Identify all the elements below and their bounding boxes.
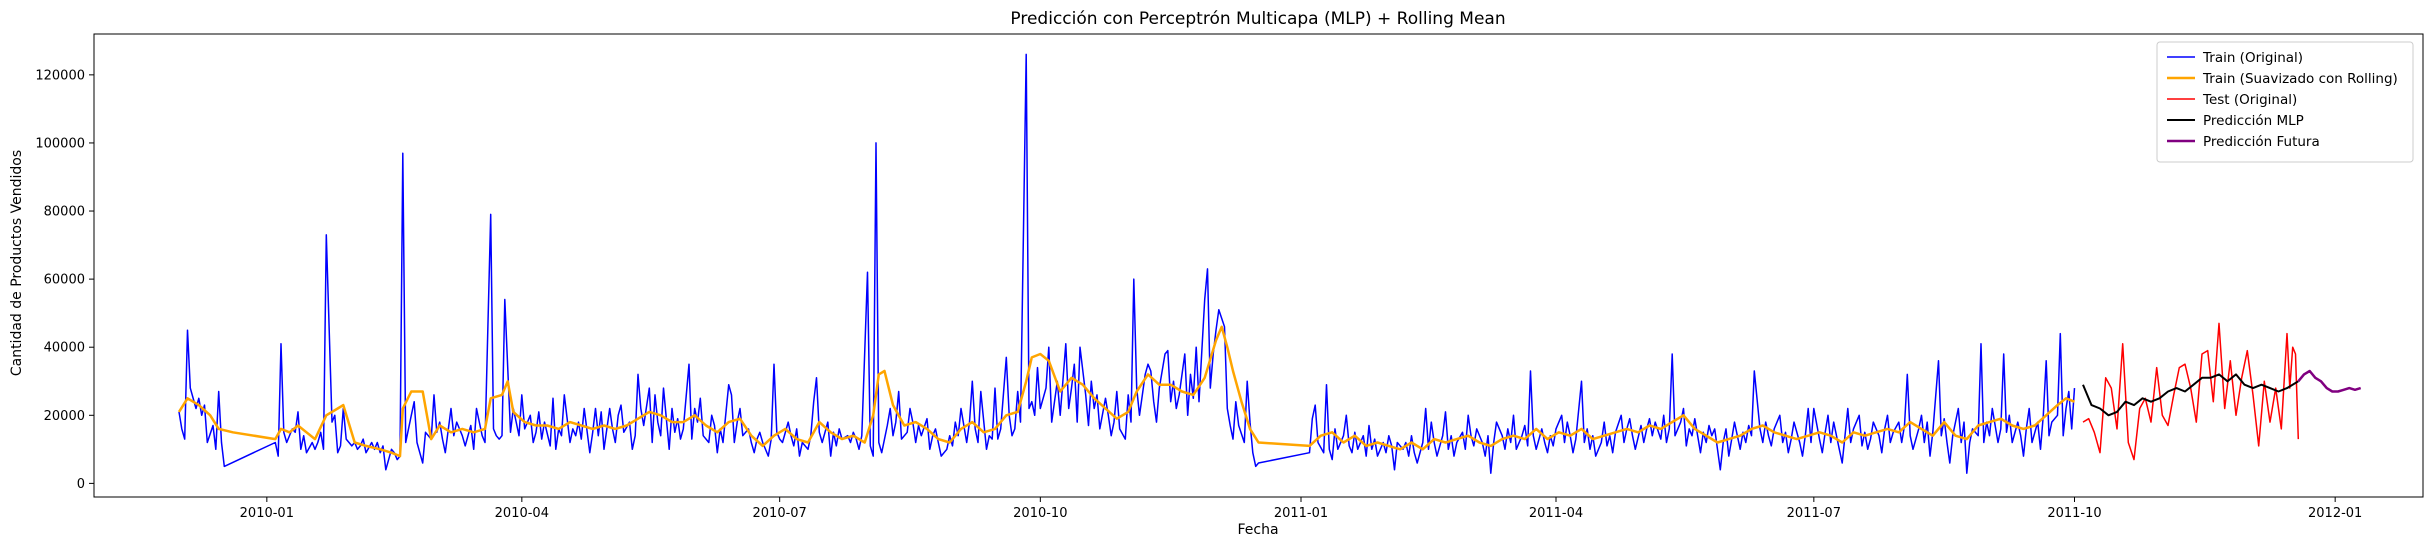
legend-entry-2: Test (Original) (2202, 92, 2297, 108)
legend-box (2156, 41, 2414, 163)
y-tick-label: 80000 (44, 205, 85, 220)
x-tick-label: 2011-01 (1274, 506, 1328, 521)
chart-title: Predicción con Perceptrón Multicapa (MLP… (1010, 9, 1505, 29)
series-line-3 (2082, 373, 2299, 417)
y-tick-label: 60000 (44, 273, 85, 288)
series-line-4 (2297, 369, 2362, 393)
y-tick-label: 0 (77, 477, 85, 492)
x-tick-label: 2011-04 (1529, 506, 1583, 521)
legend-entry-1: Train (Suavizado con Rolling) (2202, 71, 2398, 87)
legend: Train (Original) Train (Suavizado con Rol… (2156, 41, 2414, 163)
y-tick-label: 100000 (35, 136, 85, 151)
series-line-2 (2082, 322, 2300, 461)
plot-frame (93, 33, 2424, 498)
x-axis-label: Fecha (1237, 522, 1278, 538)
y-tick-label: 40000 (44, 341, 85, 356)
x-tick-label: 2011-07 (1787, 506, 1841, 521)
x-tick-label: 2012-01 (2308, 506, 2362, 521)
x-tick-label: 2010-01 (240, 506, 294, 521)
legend-entry-4: Predicción Futura (2203, 134, 2320, 150)
series-line-0 (178, 53, 2076, 474)
series-line-1 (177, 325, 2075, 458)
ticks-layer: 2010-01 2010-04 2010-07 2010-10 2011-01 2011-… (35, 68, 2362, 521)
x-tick-label: 2010-04 (495, 506, 549, 521)
x-tick-label: 2010-10 (1013, 506, 1067, 521)
legend-entry-0: Train (Original) (2202, 50, 2303, 66)
y-axis-label: Cantidad de Productos Vendidos (9, 150, 25, 376)
x-tick-label: 2011-10 (2047, 506, 2101, 521)
x-tick-label: 2010-07 (753, 506, 807, 521)
y-tick-label: 120000 (35, 68, 85, 83)
y-tick-label: 20000 (44, 409, 85, 424)
series-layer (177, 53, 2362, 474)
legend-entry-3: Predicción MLP (2203, 113, 2304, 129)
